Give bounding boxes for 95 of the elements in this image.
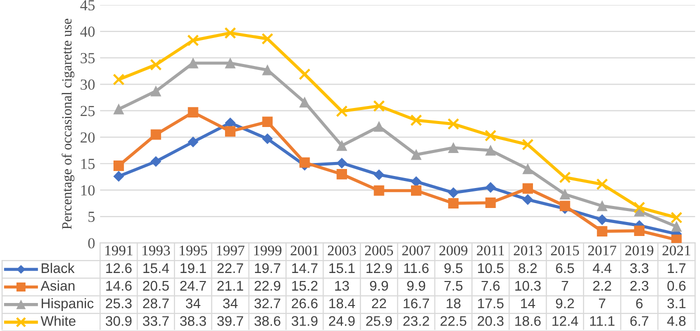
- legend-label: Hispanic: [42, 298, 94, 312]
- data-label: 3.1: [667, 298, 686, 308]
- y-tick-label: 25: [80, 106, 95, 116]
- x-tick-label: 2007: [402, 246, 430, 256]
- data-label: 19.7: [254, 263, 280, 274]
- data-label: 1.7: [668, 263, 686, 273]
- data-label: 20.3: [478, 316, 504, 326]
- data-label: 2.2: [593, 280, 612, 291]
- y-tick-label: 5: [88, 212, 95, 222]
- data-label: 22.5: [440, 316, 466, 326]
- data-label: 14.7: [292, 263, 318, 273]
- data-label: 24.7: [180, 280, 206, 291]
- data-label: 23.2: [403, 316, 430, 326]
- data-label: 25.9: [366, 316, 392, 326]
- y-tick-label: 40: [80, 26, 95, 37]
- data-label: 31.9: [292, 316, 318, 326]
- data-label: 10.3: [515, 280, 541, 291]
- data-label: 4.8: [667, 316, 686, 326]
- data-label: 12.9: [366, 263, 392, 274]
- data-label: 16.7: [404, 298, 430, 308]
- data-label: 34: [223, 298, 238, 308]
- data-label: 14: [521, 298, 536, 308]
- x-tick-label: 2021: [662, 246, 690, 256]
- data-label: 33.7: [142, 316, 169, 326]
- data-label: 0.6: [667, 280, 686, 291]
- legend-label: Asian: [40, 280, 74, 291]
- x-tick-label: 1995: [180, 246, 208, 256]
- data-label: 10.5: [478, 263, 504, 274]
- data-label: 22.7: [217, 263, 244, 273]
- x-tick-label: 2015: [551, 246, 579, 256]
- data-label: 8.2: [518, 263, 537, 274]
- data-label: 7: [598, 298, 606, 308]
- x-tick-label: 2001: [290, 246, 318, 256]
- data-label: 11.1: [590, 316, 614, 326]
- data-label: 6.7: [630, 316, 648, 326]
- data-label: 4.4: [592, 263, 612, 273]
- data-label: 18.6: [515, 316, 541, 326]
- y-tick-label: 20: [80, 132, 95, 143]
- data-label: 24.9: [329, 316, 355, 326]
- data-label: 12.4: [552, 316, 578, 326]
- data-label: 34: [186, 298, 200, 308]
- y-tick-label: 10: [81, 185, 95, 196]
- y-tick-label: 45: [80, 0, 95, 10]
- data-label: 28.7: [143, 298, 169, 308]
- x-tick-label: 2017: [588, 246, 616, 256]
- data-label: 6.5: [556, 263, 574, 274]
- data-label: 25.3: [106, 298, 132, 308]
- data-label: 3.3: [630, 263, 648, 274]
- data-label: 17.5: [478, 298, 504, 308]
- x-tick-label: 2013: [514, 246, 542, 256]
- data-label: 15.1: [329, 263, 355, 274]
- data-label: 7.6: [482, 280, 500, 291]
- data-label: 6: [636, 298, 643, 308]
- data-label: 19.1: [180, 263, 206, 274]
- data-label: 30.9: [106, 316, 132, 326]
- x-tick-label: 2019: [625, 246, 654, 256]
- data-label: 21.1: [217, 280, 244, 291]
- data-label: 38.3: [180, 316, 206, 326]
- x-tick-label: 1991: [105, 246, 132, 256]
- data-label: 9.9: [407, 280, 426, 291]
- data-label: 14.6: [106, 280, 132, 291]
- y-tick-label: 0: [88, 238, 95, 248]
- data-label: 13: [335, 280, 349, 291]
- data-label: 22.9: [254, 280, 280, 291]
- data-label: 38.6: [254, 316, 280, 326]
- y-tick-label: 30: [80, 79, 95, 90]
- x-tick-label: 2003: [328, 246, 356, 256]
- data-label: 9.2: [556, 298, 574, 308]
- x-tick-label: 2011: [476, 246, 504, 256]
- data-label: 15.2: [292, 280, 318, 291]
- legend-label: White: [40, 316, 76, 326]
- legend-label: Black: [42, 262, 75, 274]
- y-tick-label: 35: [80, 53, 95, 64]
- data-label: 9.9: [370, 280, 388, 291]
- x-tick-label: 2005: [365, 246, 394, 256]
- x-tick-label: 2009: [439, 246, 468, 256]
- x-tick-label: 1997: [216, 246, 244, 256]
- data-label: 22: [372, 298, 386, 308]
- data-label: 15.4: [143, 263, 169, 274]
- data-label: 7: [562, 281, 568, 291]
- data-label: 2.3: [630, 280, 648, 291]
- data-label: 11.6: [404, 263, 429, 274]
- data-label: 26.6: [292, 298, 318, 308]
- data-label: 18.4: [329, 298, 355, 308]
- y-tick-label: 15: [81, 158, 95, 170]
- data-label: 9.5: [444, 263, 462, 274]
- data-label: 20.5: [143, 280, 169, 291]
- y-axis-title: Percentage of occasional cigarette use: [62, 18, 74, 230]
- x-tick-label: 1993: [142, 246, 170, 256]
- x-tick-label: 1999: [254, 246, 282, 256]
- data-label: 32.7: [254, 298, 280, 308]
- data-label: 39.7: [217, 316, 244, 326]
- data-label: 12.6: [106, 263, 132, 274]
- data-label: 7.5: [444, 281, 462, 291]
- data-label: 18: [446, 298, 460, 308]
